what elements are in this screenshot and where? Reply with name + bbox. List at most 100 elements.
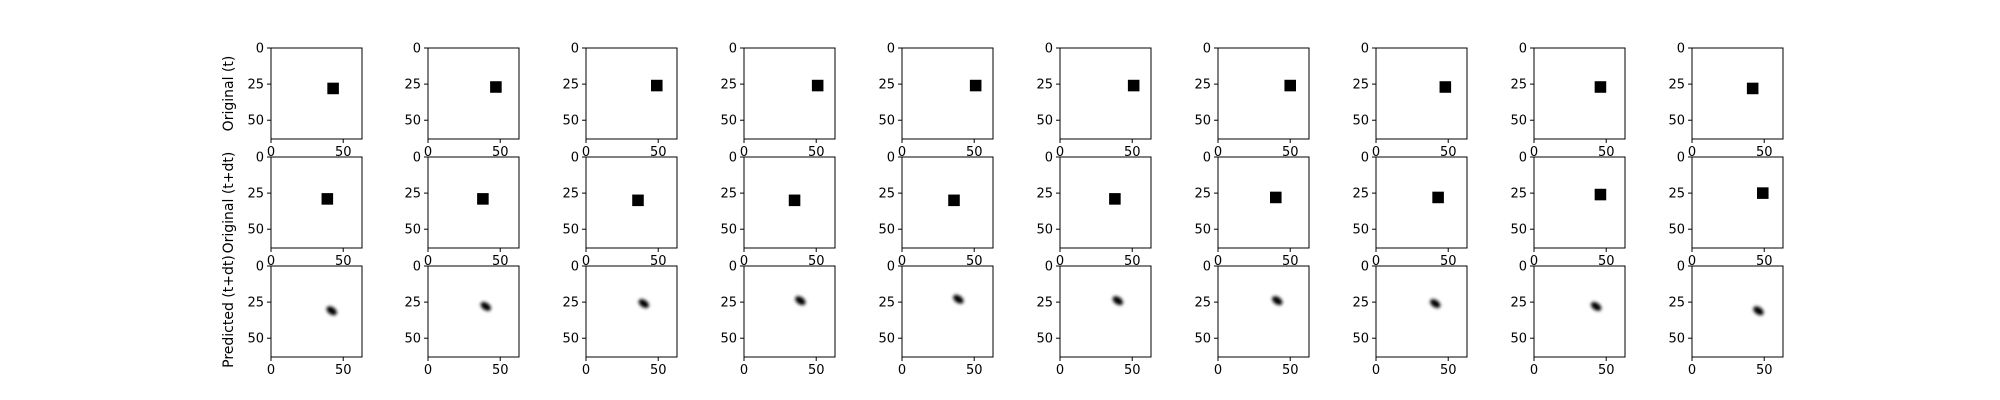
panel-frame bbox=[1375, 47, 1468, 140]
y-tick-label: 25 bbox=[1036, 187, 1053, 202]
panel-frame bbox=[1059, 47, 1152, 140]
y-tick-label: 0 bbox=[256, 260, 264, 275]
panel-background bbox=[1692, 157, 1783, 248]
square-object bbox=[327, 82, 339, 95]
y-tick-label: 25 bbox=[1036, 78, 1053, 93]
y-tick-label: 25 bbox=[878, 296, 895, 311]
panel-frame bbox=[1691, 156, 1784, 249]
y-tick-label: 0 bbox=[1361, 260, 1369, 275]
square-object bbox=[1746, 82, 1759, 95]
panel-r1-c9: 0 25 50 0 50 bbox=[1668, 151, 1784, 269]
y-tick-label: 0 bbox=[256, 151, 264, 166]
panel-background bbox=[1218, 266, 1309, 357]
y-tick-label: 0 bbox=[1677, 151, 1685, 166]
panel-frame bbox=[270, 265, 363, 358]
x-tick-label: 0 bbox=[1214, 145, 1222, 160]
y-tick-label: 50 bbox=[404, 332, 421, 347]
x-tick-label: 50 bbox=[335, 254, 352, 269]
y-tick-label: 0 bbox=[571, 42, 579, 57]
y-tick-label: 50 bbox=[720, 332, 737, 347]
y-tick-label: 0 bbox=[571, 260, 579, 275]
panel-background bbox=[428, 266, 519, 357]
row-label-1: Original (t+dt) bbox=[221, 152, 237, 254]
y-tick-label: 0 bbox=[1519, 151, 1527, 166]
x-tick-label: 50 bbox=[335, 145, 352, 160]
panel-r2-c9: 0 25 50 0 50 bbox=[1668, 260, 1784, 378]
panel-r0-c4: 0 25 50 0 50 bbox=[878, 42, 994, 160]
x-tick-label: 50 bbox=[1282, 363, 1299, 378]
panel-r0-c9: 0 25 50 0 50 bbox=[1668, 42, 1784, 160]
x-tick-label: 0 bbox=[898, 145, 906, 160]
x-tick-label: 0 bbox=[1056, 254, 1064, 269]
panel-frame bbox=[1217, 47, 1310, 140]
y-tick-label: 0 bbox=[729, 151, 737, 166]
y-tick-label: 25 bbox=[247, 78, 264, 93]
predicted-blob bbox=[1590, 302, 1602, 311]
panel-r2-c5: 0 25 50 0 50 bbox=[1036, 260, 1152, 378]
panel-frame bbox=[270, 156, 363, 249]
x-tick-label: 50 bbox=[1756, 254, 1773, 269]
row-label-2: Predicted (t+dt) bbox=[221, 255, 237, 368]
panel-background bbox=[744, 266, 835, 357]
y-tick-label: 0 bbox=[571, 151, 579, 166]
panel-background bbox=[586, 48, 677, 139]
y-tick-label: 50 bbox=[1352, 114, 1369, 129]
x-tick-label: 0 bbox=[267, 254, 275, 269]
x-tick-label: 0 bbox=[1056, 145, 1064, 160]
x-tick-label: 50 bbox=[1598, 254, 1615, 269]
panel-frame bbox=[270, 47, 363, 140]
x-tick-label: 50 bbox=[1440, 363, 1457, 378]
y-tick-label: 0 bbox=[413, 260, 421, 275]
x-tick-label: 50 bbox=[492, 363, 509, 378]
panel-r1-c7: 0 25 50 0 50 bbox=[1352, 151, 1468, 269]
y-tick-label: 50 bbox=[720, 223, 737, 238]
square-object bbox=[1109, 193, 1121, 205]
x-tick-label: 0 bbox=[1688, 254, 1696, 269]
y-tick-label: 25 bbox=[1352, 78, 1369, 93]
panel-r2-c7: 0 25 50 0 50 bbox=[1352, 260, 1468, 378]
x-tick-label: 0 bbox=[582, 254, 590, 269]
x-tick-label: 0 bbox=[267, 363, 275, 378]
panel-r2-c4: 0 25 50 0 50 bbox=[878, 260, 994, 378]
panel-frame bbox=[901, 156, 994, 249]
x-tick-label: 50 bbox=[492, 254, 509, 269]
y-tick-label: 0 bbox=[256, 42, 264, 57]
panel-r2-c3: 0 25 50 0 50 bbox=[720, 260, 836, 378]
x-tick-label: 50 bbox=[1282, 254, 1299, 269]
square-object bbox=[1757, 187, 1769, 199]
x-tick-label: 0 bbox=[582, 363, 590, 378]
panel-frame bbox=[901, 47, 994, 140]
y-tick-label: 25 bbox=[404, 187, 421, 202]
y-tick-label: 50 bbox=[878, 114, 895, 129]
x-tick-label: 50 bbox=[1124, 145, 1141, 160]
panel-frame bbox=[1691, 47, 1784, 140]
panel-frame bbox=[427, 265, 520, 358]
y-tick-label: 0 bbox=[1203, 42, 1211, 57]
y-tick-label: 50 bbox=[1352, 332, 1369, 347]
square-object bbox=[651, 79, 663, 92]
y-tick-label: 50 bbox=[247, 332, 264, 347]
y-tick-label: 0 bbox=[887, 260, 895, 275]
predicted-blob bbox=[953, 294, 964, 304]
y-tick-label: 50 bbox=[878, 332, 895, 347]
y-tick-label: 50 bbox=[1510, 332, 1527, 347]
y-tick-label: 25 bbox=[562, 78, 579, 93]
y-tick-label: 50 bbox=[720, 114, 737, 129]
x-tick-label: 50 bbox=[808, 363, 825, 378]
square-object bbox=[948, 194, 960, 207]
panel-r1-c2: 0 25 50 0 50 bbox=[562, 151, 678, 269]
panel-background bbox=[1534, 157, 1625, 248]
x-tick-label: 50 bbox=[1282, 145, 1299, 160]
panel-frame bbox=[743, 47, 836, 140]
panels: 0 25 50 0 50 0 25 50 0 50 0 25 50 0 50 0 25 50 0 50 0 25 50 0 50… bbox=[247, 42, 1784, 378]
panel-background bbox=[902, 157, 993, 248]
x-tick-label: 0 bbox=[1372, 363, 1380, 378]
y-tick-label: 0 bbox=[413, 151, 421, 166]
x-tick-label: 0 bbox=[898, 254, 906, 269]
x-tick-label: 50 bbox=[650, 254, 667, 269]
panel-background bbox=[271, 48, 362, 139]
y-tick-label: 25 bbox=[1352, 296, 1369, 311]
panel-r1-c4: 0 25 50 0 50 bbox=[878, 151, 994, 269]
y-tick-label: 0 bbox=[1045, 42, 1053, 57]
square-object bbox=[490, 81, 502, 93]
